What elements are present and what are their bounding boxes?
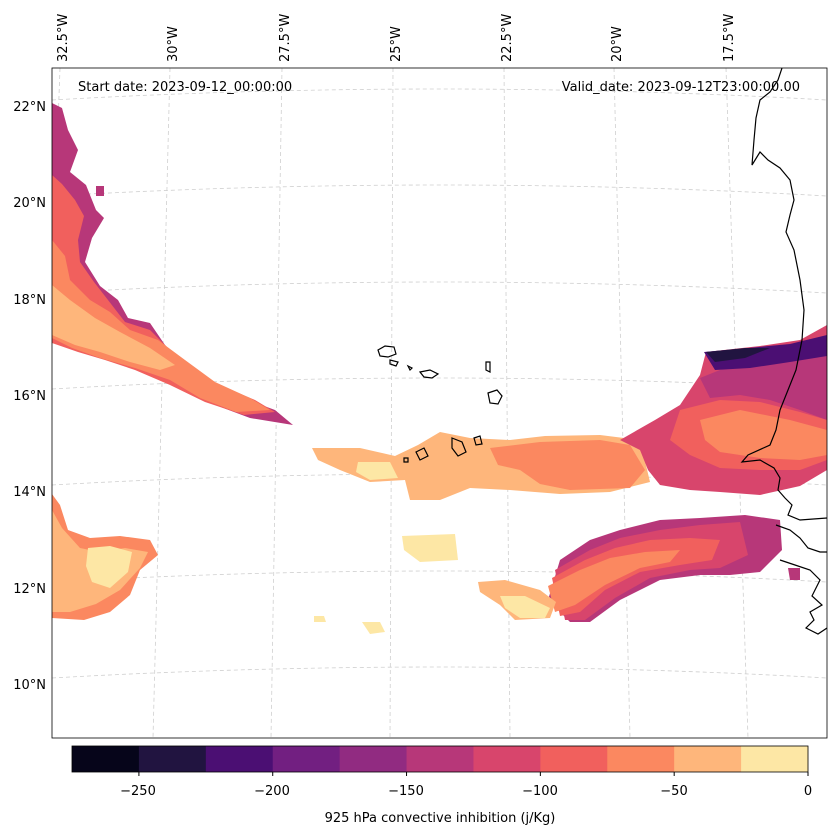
lat-label-20n: 20°N — [13, 196, 46, 211]
cin-field-central-yellow-1 — [356, 462, 398, 480]
lon-label-30w: 30°W — [166, 26, 181, 62]
cape-verde-island-9 — [403, 457, 409, 463]
cape-verde-island-5 — [487, 389, 503, 405]
cin-contours — [52, 103, 827, 634]
lon-label-27-5w: 27.5°W — [278, 14, 293, 62]
cbar-label-neg250: −250 — [120, 784, 156, 799]
cape-verde-island-2 — [389, 359, 399, 367]
cbar-label-neg200: −200 — [254, 784, 290, 799]
colorbar-bin — [674, 746, 742, 772]
lon-label-32-5w: 32.5°W — [56, 14, 71, 62]
colorbar-bin — [72, 746, 140, 772]
start-date-label: Start date: 2023-09-12_00:00:00 — [78, 80, 292, 95]
lat-label-14n: 14°N — [13, 485, 46, 500]
cape-verde-island-1 — [377, 345, 397, 358]
lon-label-25w: 25°W — [389, 26, 404, 62]
cin-field-south-core-2 — [552, 538, 720, 616]
cape-verde-island-3 — [418, 369, 440, 379]
cin-field-fragment-4 — [96, 186, 104, 196]
cape-verde-island-4 — [485, 361, 491, 373]
cin-field-fragment-3 — [788, 568, 800, 580]
lat-label-10n: 10°N — [13, 678, 46, 693]
cin-field-south-yellow — [500, 596, 550, 618]
cin-field-southwest-yellow — [86, 546, 132, 588]
colorbar-tick-labels: −250 −200 −150 −100 −50 0 — [120, 784, 812, 799]
lon-label-22-5w: 22.5°W — [500, 14, 515, 62]
lat-label-22n: 22°N — [13, 100, 46, 115]
map-frame — [51, 67, 828, 739]
colorbar-bin — [540, 746, 608, 772]
colorbar-bin — [473, 746, 541, 772]
valid-date-label: Valid_date: 2023-09-12T23:00:00.00 — [562, 80, 800, 95]
lat-label-12n: 12°N — [13, 582, 46, 597]
colorbar-bins — [72, 746, 809, 772]
colorbar-frame — [71, 745, 809, 773]
cin-field-west-core-3 — [52, 285, 175, 370]
lat-tick-labels: 22°N 20°N 18°N 16°N 14°N 12°N 10°N — [13, 100, 46, 693]
colorbar-bin — [741, 746, 809, 772]
cin-field-fragment-2 — [314, 616, 326, 622]
cin-field-south-core-3 — [548, 550, 680, 612]
colorbar-bin — [138, 746, 207, 772]
lat-label-18n: 18°N — [13, 293, 46, 308]
map-area: Start date: 2023-09-12_00:00:00 Valid_da… — [52, 68, 827, 738]
cbar-label-neg50: −50 — [660, 784, 687, 799]
cape-verde-island-8 — [473, 435, 483, 446]
colorbar-bin — [406, 746, 474, 772]
cape-verde-island-7 — [451, 437, 467, 457]
cin-field-east-core-5 — [700, 410, 827, 460]
lon-label-17-5w: 17.5°W — [722, 14, 737, 62]
colorbar-bin — [205, 746, 274, 772]
colorbar-bin — [272, 746, 341, 772]
lon-tick-labels: 32.5°W 30°W 27.5°W 25°W 22.5°W 20°W 17.5… — [56, 14, 737, 62]
cin-field-yellow-patch — [402, 534, 458, 562]
cin-field-fragment-1 — [362, 622, 385, 634]
colorbar-ticks — [138, 772, 809, 776]
coastlines — [377, 68, 827, 635]
cbar-label-0: 0 — [804, 784, 812, 799]
colorbar: −250 −200 −150 −100 −50 0 925 hPa convec… — [71, 745, 812, 826]
cbar-label-neg150: −150 — [388, 784, 424, 799]
cape-verde-island-6 — [415, 447, 429, 461]
cin-field-east-core-2 — [704, 335, 827, 370]
cape-verde-island-10 — [406, 364, 414, 372]
lat-label-16n: 16°N — [13, 389, 46, 404]
lon-label-20w: 20°W — [610, 26, 625, 62]
cin-field-central-red — [490, 440, 645, 490]
colorbar-title: 925 hPa convective inhibition (j/Kg) — [325, 811, 556, 826]
cbar-label-neg100: −100 — [522, 784, 558, 799]
colorbar-bin — [339, 746, 408, 772]
colorbar-bin — [607, 746, 675, 772]
cin-field-east-core-3 — [706, 348, 770, 362]
